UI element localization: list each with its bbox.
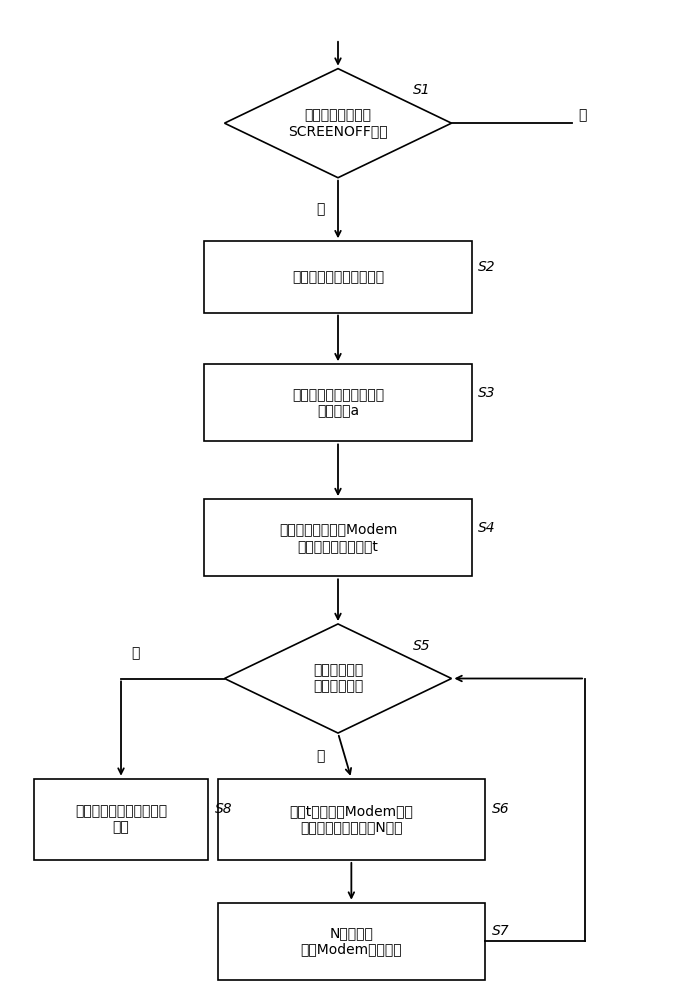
FancyBboxPatch shape — [204, 364, 472, 441]
Text: N分钟后，
关闭Modem数据业务: N分钟后， 关闭Modem数据业务 — [301, 926, 402, 956]
Text: S2: S2 — [478, 260, 496, 274]
Text: 判断系统是否发出
SCREENOFF消息: 判断系统是否发出 SCREENOFF消息 — [288, 108, 388, 138]
Text: S1: S1 — [413, 83, 431, 97]
Text: 否: 否 — [579, 108, 587, 122]
Polygon shape — [224, 624, 452, 733]
Text: 是: 是 — [316, 749, 324, 763]
Text: 获取网络状态信号强度值: 获取网络状态信号强度值 — [292, 270, 384, 284]
Text: 结束周期性开启关闭数据
业务: 结束周期性开启关闭数据 业务 — [75, 804, 167, 834]
Text: S6: S6 — [491, 802, 509, 816]
Text: 每隔t分钟开启Modem数据
业务一次，每次保持N分钟: 每隔t分钟开启Modem数据 业务一次，每次保持N分钟 — [289, 804, 413, 834]
Text: 是: 是 — [316, 202, 324, 216]
Text: S5: S5 — [413, 639, 431, 653]
Text: S7: S7 — [491, 924, 509, 938]
Text: S8: S8 — [214, 802, 232, 816]
Text: 否: 否 — [131, 647, 139, 661]
Text: S4: S4 — [478, 521, 496, 535]
FancyBboxPatch shape — [204, 241, 472, 313]
FancyBboxPatch shape — [218, 779, 485, 860]
Text: 计算出周期性开启Modem
数据业务的时间间隔t: 计算出周期性开启Modem 数据业务的时间间隔t — [279, 523, 397, 553]
FancyBboxPatch shape — [218, 903, 485, 980]
Polygon shape — [224, 69, 452, 178]
Text: 判断终端是否
处于灭屏状态: 判断终端是否 处于灭屏状态 — [313, 663, 363, 694]
FancyBboxPatch shape — [204, 499, 472, 576]
Text: 按照预设公式计算出动态
调整系数a: 按照预设公式计算出动态 调整系数a — [292, 388, 384, 418]
Text: S3: S3 — [478, 386, 496, 400]
FancyBboxPatch shape — [34, 779, 208, 860]
